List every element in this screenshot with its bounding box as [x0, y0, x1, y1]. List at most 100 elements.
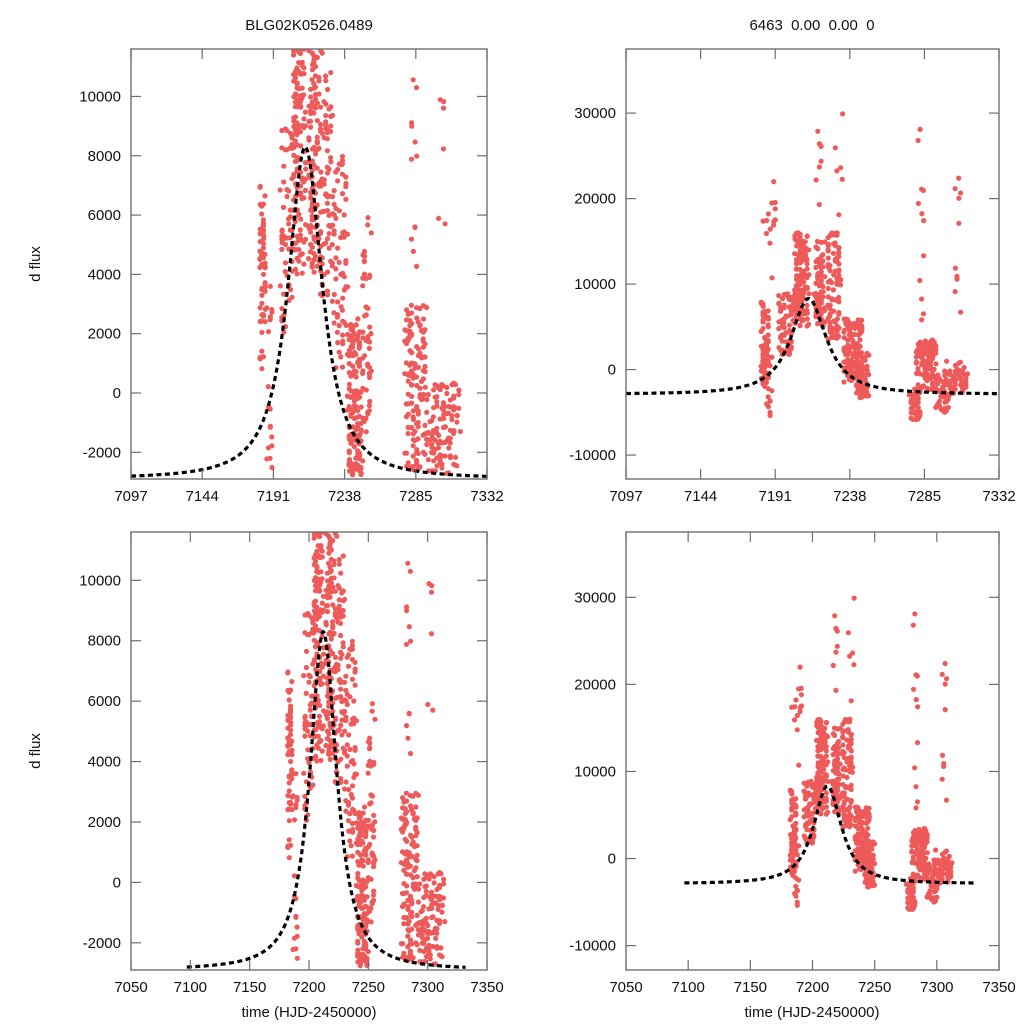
data-point: [324, 164, 330, 170]
data-point: [793, 697, 799, 703]
data-point: [333, 169, 339, 175]
data-point: [292, 75, 298, 81]
data-point: [819, 763, 825, 769]
data-point: [293, 802, 299, 808]
data-point: [869, 865, 875, 871]
data-point: [796, 877, 802, 883]
data-point: [367, 801, 373, 807]
data-point: [420, 368, 426, 374]
data-point: [913, 843, 919, 849]
data-point: [398, 941, 404, 947]
data-point: [364, 919, 370, 925]
data-point: [840, 773, 846, 779]
data-point: [848, 698, 854, 704]
data-point: [410, 77, 416, 83]
data-point: [823, 748, 829, 754]
data-point: [841, 794, 847, 800]
data-point: [818, 718, 824, 724]
data-point: [408, 638, 414, 644]
data-point: [401, 921, 407, 927]
data-point: [409, 350, 415, 356]
data-point: [338, 779, 344, 786]
data-point: [338, 776, 344, 782]
data-point: [434, 930, 440, 936]
data-point: [288, 130, 294, 136]
data-point: [417, 947, 423, 954]
data-point: [313, 558, 319, 565]
data-point: [332, 715, 339, 721]
data-point: [355, 333, 361, 339]
data-point: [412, 361, 418, 367]
data-point: [933, 404, 939, 410]
data-point: [350, 783, 356, 789]
data-point: [349, 853, 355, 859]
data-point: [806, 291, 812, 297]
data-point: [309, 260, 315, 266]
data-point: [345, 284, 351, 290]
data-point: [356, 931, 362, 937]
data-point: [340, 332, 346, 338]
data-point: [801, 814, 807, 820]
data-point: [279, 127, 285, 134]
x-tick-label: 7097: [114, 488, 147, 505]
data-point: [833, 626, 839, 632]
data-point: [324, 170, 331, 176]
data-point: [363, 923, 369, 929]
data-point: [368, 876, 374, 882]
data-point: [401, 890, 407, 897]
data-point: [952, 186, 958, 192]
data-point: [265, 384, 271, 390]
data-point: [420, 376, 427, 382]
data-point: [405, 921, 411, 927]
data-point: [440, 404, 447, 410]
data-point: [321, 177, 327, 183]
data-point: [361, 258, 367, 264]
data-point: [414, 459, 420, 465]
data-point: [370, 892, 377, 898]
data-point: [403, 790, 409, 796]
data-point: [340, 553, 346, 559]
data-point: [338, 304, 344, 310]
data-point: [804, 302, 810, 308]
data-point: [301, 261, 307, 267]
data-point: [934, 894, 940, 900]
data-point: [406, 854, 412, 860]
data-point: [919, 360, 925, 366]
data-point: [351, 698, 357, 704]
data-point: [328, 556, 334, 563]
data-point: [334, 615, 340, 621]
data-point: [369, 852, 375, 858]
data-point: [336, 603, 342, 609]
data-point: [262, 284, 268, 290]
data-point: [328, 123, 334, 129]
data-point: [813, 264, 819, 271]
data-point: [762, 334, 768, 341]
data-point: [317, 702, 323, 709]
x-tick-label: 7250: [352, 979, 385, 996]
data-point: [299, 122, 305, 129]
data-point: [259, 348, 265, 354]
y-tick-label: 4000: [88, 266, 121, 283]
data-point: [348, 791, 354, 798]
data-point: [823, 753, 829, 759]
data-point: [412, 224, 418, 230]
data-point: [415, 346, 421, 352]
data-point: [318, 180, 324, 187]
data-point: [825, 778, 831, 785]
data-point: [290, 793, 296, 799]
data-point: [808, 839, 814, 845]
data-point: [306, 679, 312, 685]
x-tick-label: 7191: [257, 488, 290, 505]
data-points: [758, 111, 971, 423]
data-point: [286, 697, 292, 703]
data-point: [797, 231, 803, 237]
data-point: [804, 807, 810, 814]
data-point: [763, 379, 770, 386]
data-point: [338, 570, 344, 576]
data-point: [294, 933, 300, 939]
data-point: [348, 460, 354, 466]
data-point: [939, 776, 945, 782]
data-point: [369, 824, 375, 830]
data-point: [410, 453, 416, 459]
data-point: [850, 650, 856, 656]
